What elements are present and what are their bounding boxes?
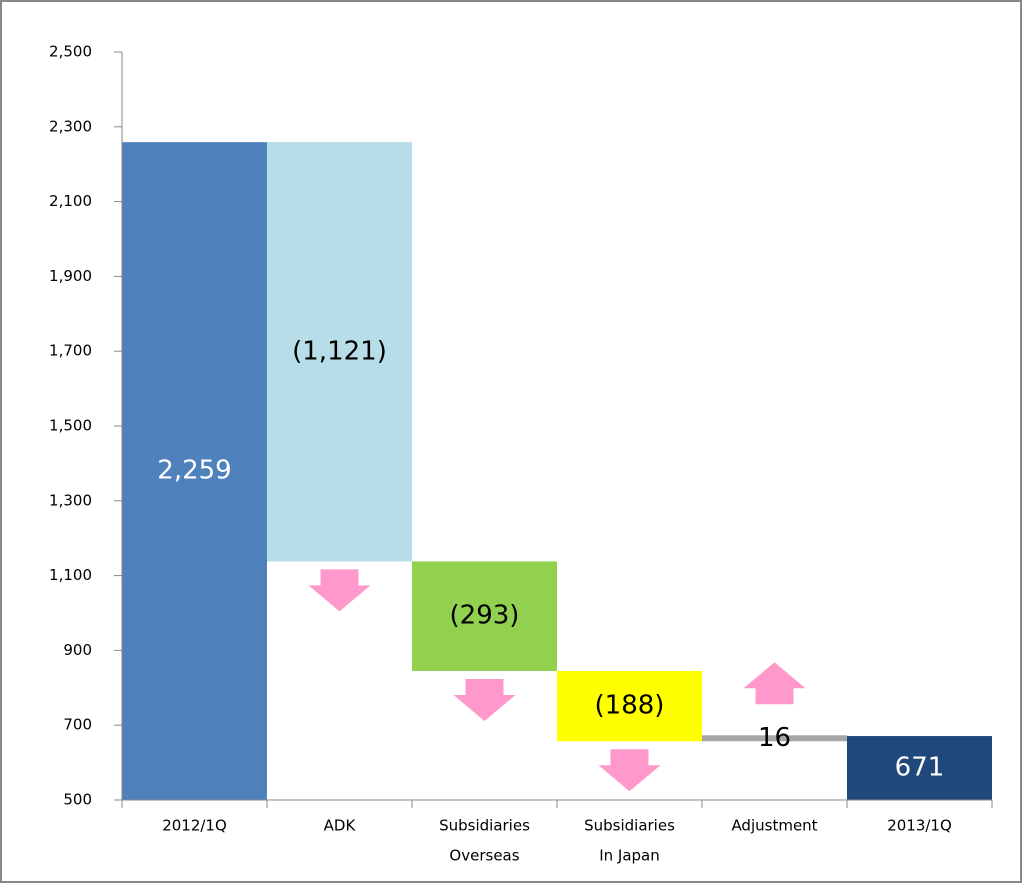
- value-label: 16: [758, 723, 791, 753]
- bar: [702, 735, 847, 742]
- bar: [412, 561, 557, 671]
- y-tick-label: 700: [63, 716, 92, 734]
- value-label: 671: [895, 753, 945, 783]
- arrow: [308, 569, 371, 612]
- y-tick-label: 2,100: [49, 192, 92, 210]
- y-tick-label: 1,500: [49, 417, 92, 435]
- x-tick-label: Overseas: [449, 847, 519, 865]
- bar: [267, 142, 412, 562]
- value-label: (1,121): [292, 336, 387, 366]
- bar: [122, 142, 267, 800]
- arrow: [598, 749, 661, 792]
- y-tick-label: 1,700: [49, 342, 92, 360]
- x-tick-label: 2013/1Q: [887, 817, 952, 835]
- y-tick-label: 900: [63, 641, 92, 659]
- x-tick-label: In Japan: [599, 847, 660, 865]
- x-tick-label: Adjustment: [731, 817, 817, 835]
- value-label: (293): [450, 601, 520, 631]
- arrow: [743, 662, 806, 705]
- y-tick-label: 1,100: [49, 566, 92, 584]
- value-label: 2,259: [157, 456, 231, 486]
- y-tick-label: 2,300: [49, 117, 92, 135]
- y-tick-label: 1,900: [49, 267, 92, 285]
- x-tick-label: 2012/1Q: [162, 817, 227, 835]
- x-tick-label: Subsidiaries: [584, 817, 675, 835]
- bar: [847, 736, 992, 800]
- y-tick-label: 500: [63, 791, 92, 809]
- value-label: (188): [595, 691, 665, 721]
- x-tick-label: Subsidiaries: [439, 817, 530, 835]
- y-tick-label: 2,500: [49, 43, 92, 61]
- arrow: [453, 678, 516, 721]
- x-tick-label: ADK: [324, 817, 357, 835]
- y-tick-label: 1,300: [49, 491, 92, 509]
- bar: [557, 670, 702, 742]
